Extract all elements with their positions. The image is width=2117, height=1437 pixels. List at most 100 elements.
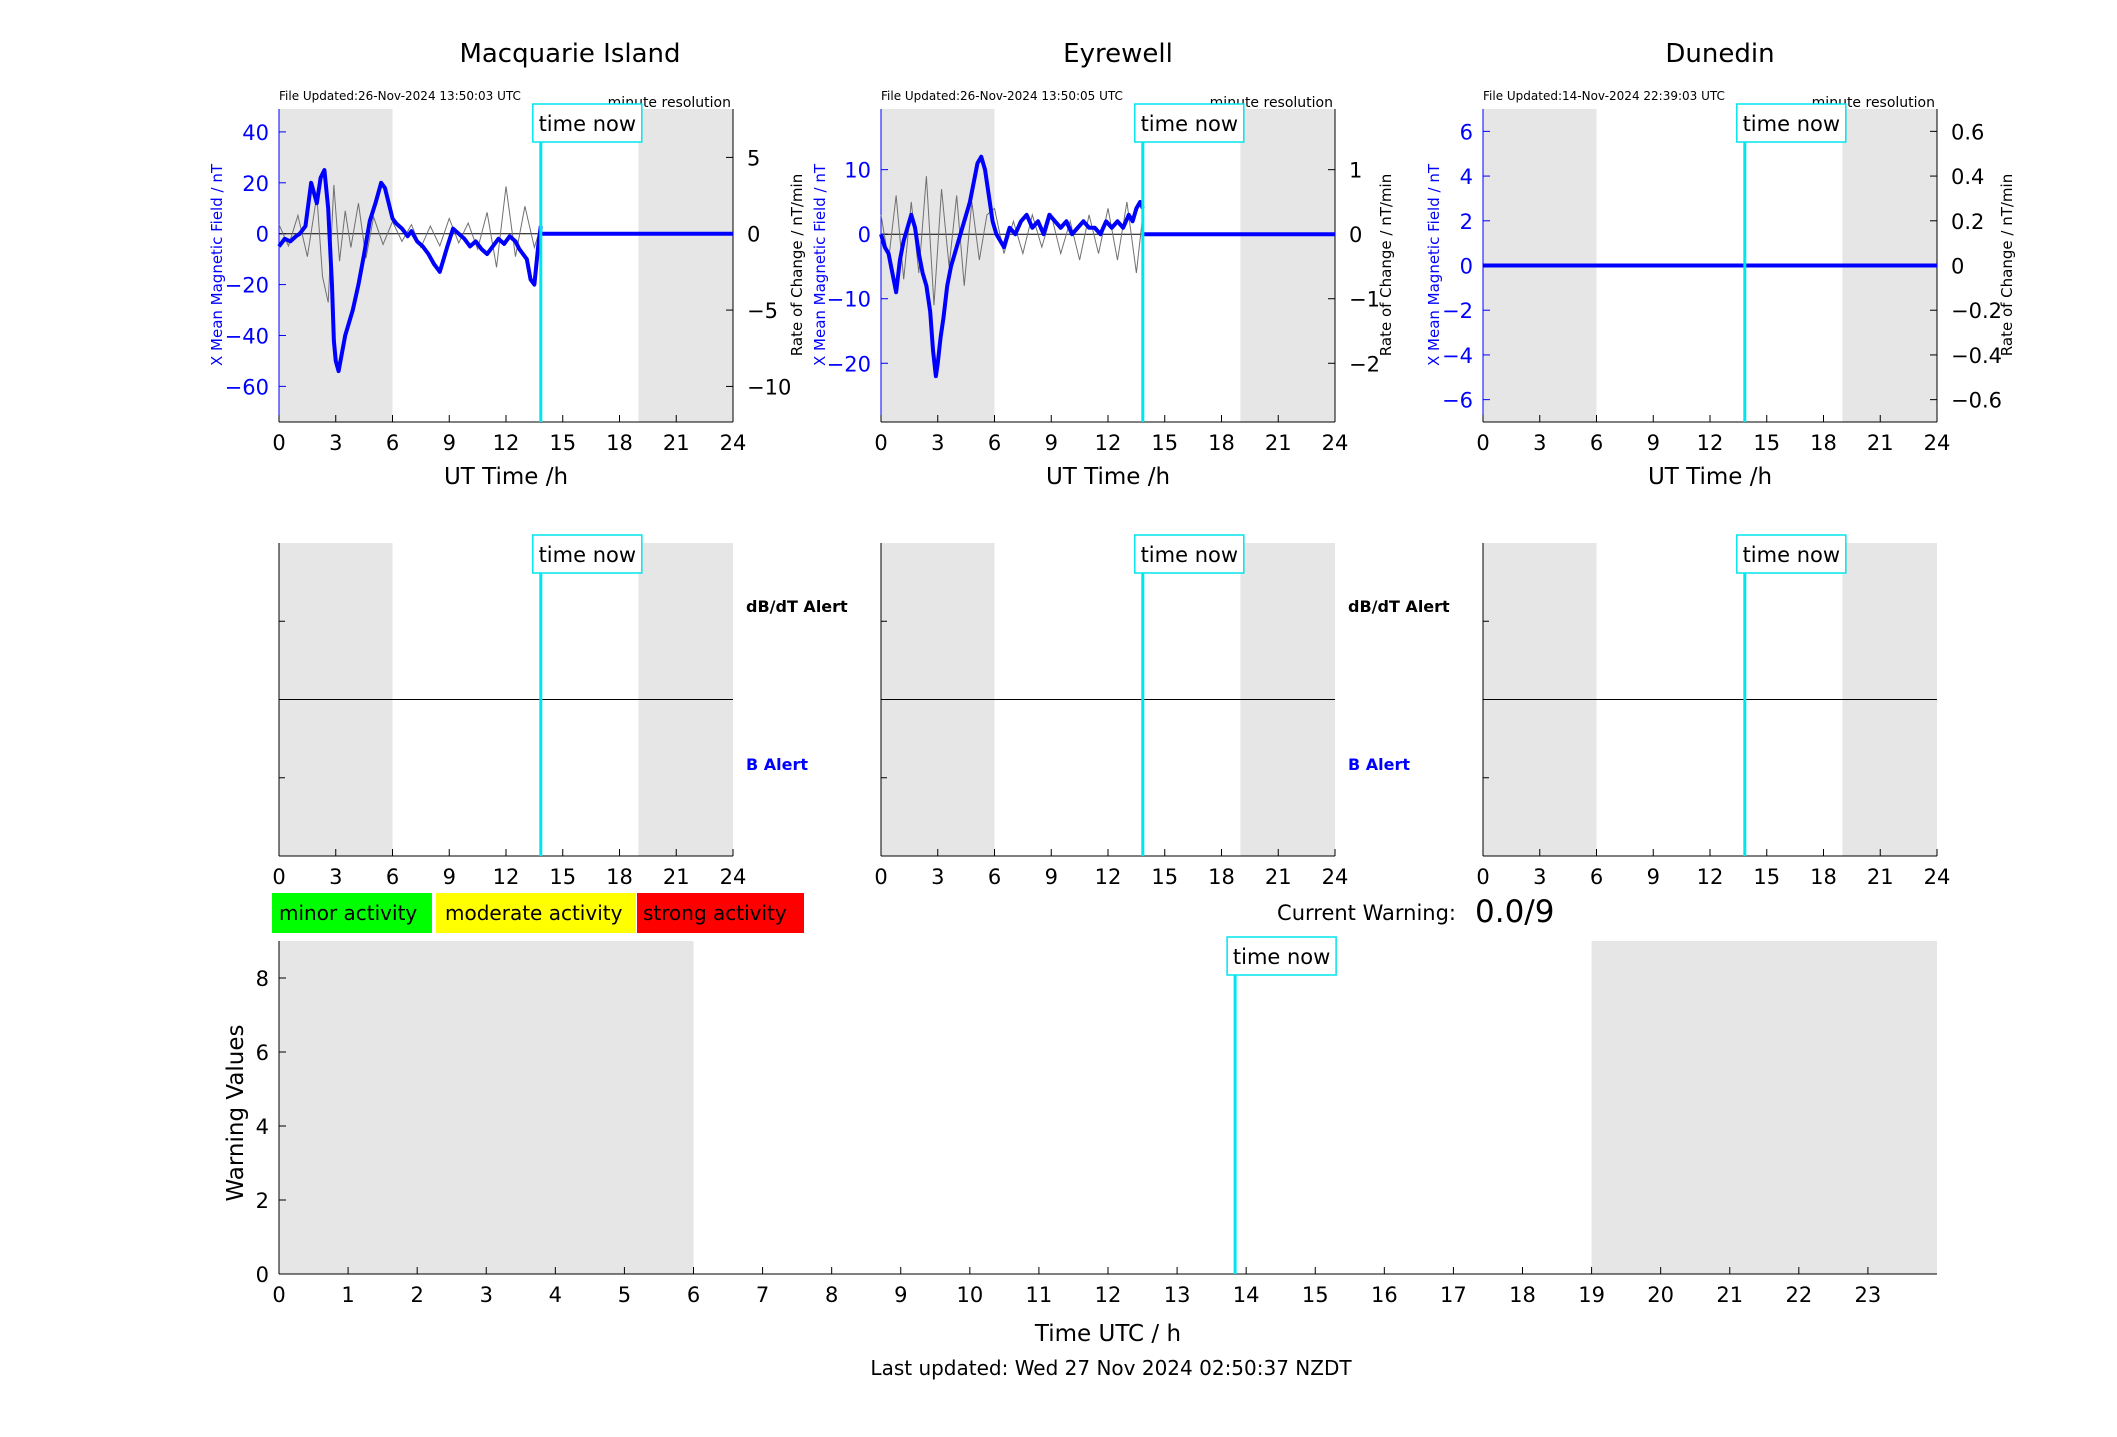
time-now-label: time now [1233, 945, 1330, 969]
rate-of-change-series [278, 184, 542, 303]
x-tick-label: 12 [493, 431, 520, 455]
station-panel-dunedin: Dunedin File Updated:14-Nov-2024 22:39:0… [1425, 39, 2016, 889]
y-right-tick-label: −10 [747, 375, 791, 399]
warning-x-tick-label: 12 [1095, 1283, 1122, 1307]
time-now-label-box [1134, 103, 1245, 143]
magnetic-field-series [277, 168, 543, 374]
field-plot-macquarie-island: −60 −40 −20 0 20 40 −10 −5 0 5 0 3 6 9 12 15 18 21 24 time … [225, 103, 791, 455]
warning-y-tick-label: 0 [256, 1263, 269, 1287]
x-tick-label: 21 [1265, 431, 1292, 455]
warning-x-tick-label: 23 [1855, 1283, 1882, 1307]
warning-x-tick-label: 20 [1647, 1283, 1674, 1307]
time-now-label-box [532, 103, 643, 143]
x-tick-label: 6 [1590, 865, 1603, 889]
time-now-label: time now [539, 112, 636, 136]
x-tick-label: 15 [1753, 865, 1780, 889]
x-tick-label: 3 [931, 865, 944, 889]
x-tick-label: 15 [1151, 431, 1178, 455]
chart-title: Macquarie Island [459, 39, 680, 69]
y-tick-label: 10 [844, 159, 871, 183]
file-updated-label: File Updated:14-Nov-2024 22:39:03 UTC [1483, 89, 1725, 103]
x-tick-label: 12 [1697, 865, 1724, 889]
time-now-label-box [532, 534, 643, 574]
x-tick-label: 0 [272, 865, 285, 889]
warning-y-tick-label: 6 [256, 1041, 269, 1065]
warning-x-tick-label: 11 [1026, 1283, 1053, 1307]
warning-x-tick-label: 8 [825, 1283, 838, 1307]
x-tick-label: 0 [1476, 865, 1489, 889]
y-axis-label: X Mean Magnetic Field / nT [208, 163, 226, 366]
warning-x-tick-label: 2 [410, 1283, 423, 1307]
legend-label-moderate: moderate activity [445, 901, 623, 925]
warning-x-tick-label: 13 [1164, 1283, 1191, 1307]
y-right-tick-label: 0 [747, 223, 760, 247]
warning-x-tick-label: 5 [618, 1283, 631, 1307]
y-tick-label: 4 [1460, 165, 1473, 189]
night-shading [279, 941, 694, 1274]
x-tick-label: 6 [386, 865, 399, 889]
x-tick-label: 18 [1208, 431, 1235, 455]
x-tick-label: 9 [1045, 865, 1058, 889]
alert-plot-macquarie-island: 0 3 6 9 12 15 18 21 24 time now [272, 534, 747, 889]
y-right-tick-label: 0.2 [1951, 210, 1984, 234]
x-tick-label: 12 [493, 865, 520, 889]
x-tick-label: 18 [606, 431, 633, 455]
night-shading [1240, 109, 1335, 422]
time-now-label-box [1226, 936, 1337, 976]
x-tick-label: 9 [1045, 431, 1058, 455]
y-right-tick-label: 0.4 [1951, 165, 1984, 189]
file-updated-label: File Updated:26-Nov-2024 13:50:03 UTC [279, 89, 521, 103]
x-tick-label: 9 [443, 865, 456, 889]
y-tick-label: −40 [225, 324, 269, 348]
night-shading [279, 109, 393, 422]
chart-title: Eyrewell [1063, 39, 1173, 69]
x-tick-label: 24 [1924, 865, 1951, 889]
x-tick-label: 21 [1265, 865, 1292, 889]
y-right-tick-label: 0.6 [1951, 120, 1984, 144]
x-tick-label: 0 [272, 431, 285, 455]
warning-x-tick-label: 4 [549, 1283, 562, 1307]
y-right-tick-label: 0 [1349, 223, 1362, 247]
time-now-label: time now [539, 543, 636, 567]
x-tick-label: 3 [931, 431, 944, 455]
x-tick-label: 18 [1810, 431, 1837, 455]
y-tick-label: 0 [858, 223, 871, 247]
x-tick-label: 15 [549, 865, 576, 889]
x-tick-label: 21 [1867, 431, 1894, 455]
x-tick-label: 18 [606, 865, 633, 889]
x-tick-label: 0 [874, 865, 887, 889]
y-tick-label: −60 [225, 375, 269, 399]
x-axis-label: UT Time /h [1648, 464, 1772, 490]
x-tick-label: 24 [1322, 431, 1349, 455]
time-now-label-box [1736, 534, 1847, 574]
warning-x-tick-label: 18 [1509, 1283, 1536, 1307]
time-now-label: time now [1743, 543, 1840, 567]
x-tick-label: 15 [1151, 865, 1178, 889]
x-tick-label: 21 [663, 865, 690, 889]
chart-title: Dunedin [1665, 39, 1774, 69]
x-tick-label: 24 [720, 865, 747, 889]
warning-x-tick-label: 22 [1785, 1283, 1812, 1307]
x-axis-label: UT Time /h [1046, 464, 1170, 490]
legend-swatch-moderate [436, 893, 636, 933]
x-tick-label: 3 [1533, 431, 1546, 455]
x-tick-label: 15 [1753, 431, 1780, 455]
time-now-label: time now [1743, 112, 1840, 136]
warning-x-tick-label: 9 [894, 1283, 907, 1307]
x-tick-label: 18 [1208, 865, 1235, 889]
file-updated-label: File Updated:26-Nov-2024 13:50:05 UTC [881, 89, 1123, 103]
alert-plot-dunedin: 0 3 6 9 12 15 18 21 24 time now [1476, 534, 1951, 889]
warning-x-tick-label: 15 [1302, 1283, 1329, 1307]
alert-plot-eyrewell: 0 3 6 9 12 15 18 21 24 time now [874, 534, 1348, 889]
dbdt-alert-label: dB/dT Alert [746, 597, 848, 616]
activity-legend: minor activity moderate activity strong … [272, 893, 804, 933]
y-axis-right-label: Rate of Change / nT/min [1998, 174, 2016, 356]
warning-y-tick-label: 4 [256, 1115, 269, 1139]
legend-swatch-minor [272, 893, 432, 933]
x-tick-label: 24 [720, 431, 747, 455]
x-tick-label: 15 [549, 431, 576, 455]
x-tick-label: 18 [1810, 865, 1837, 889]
